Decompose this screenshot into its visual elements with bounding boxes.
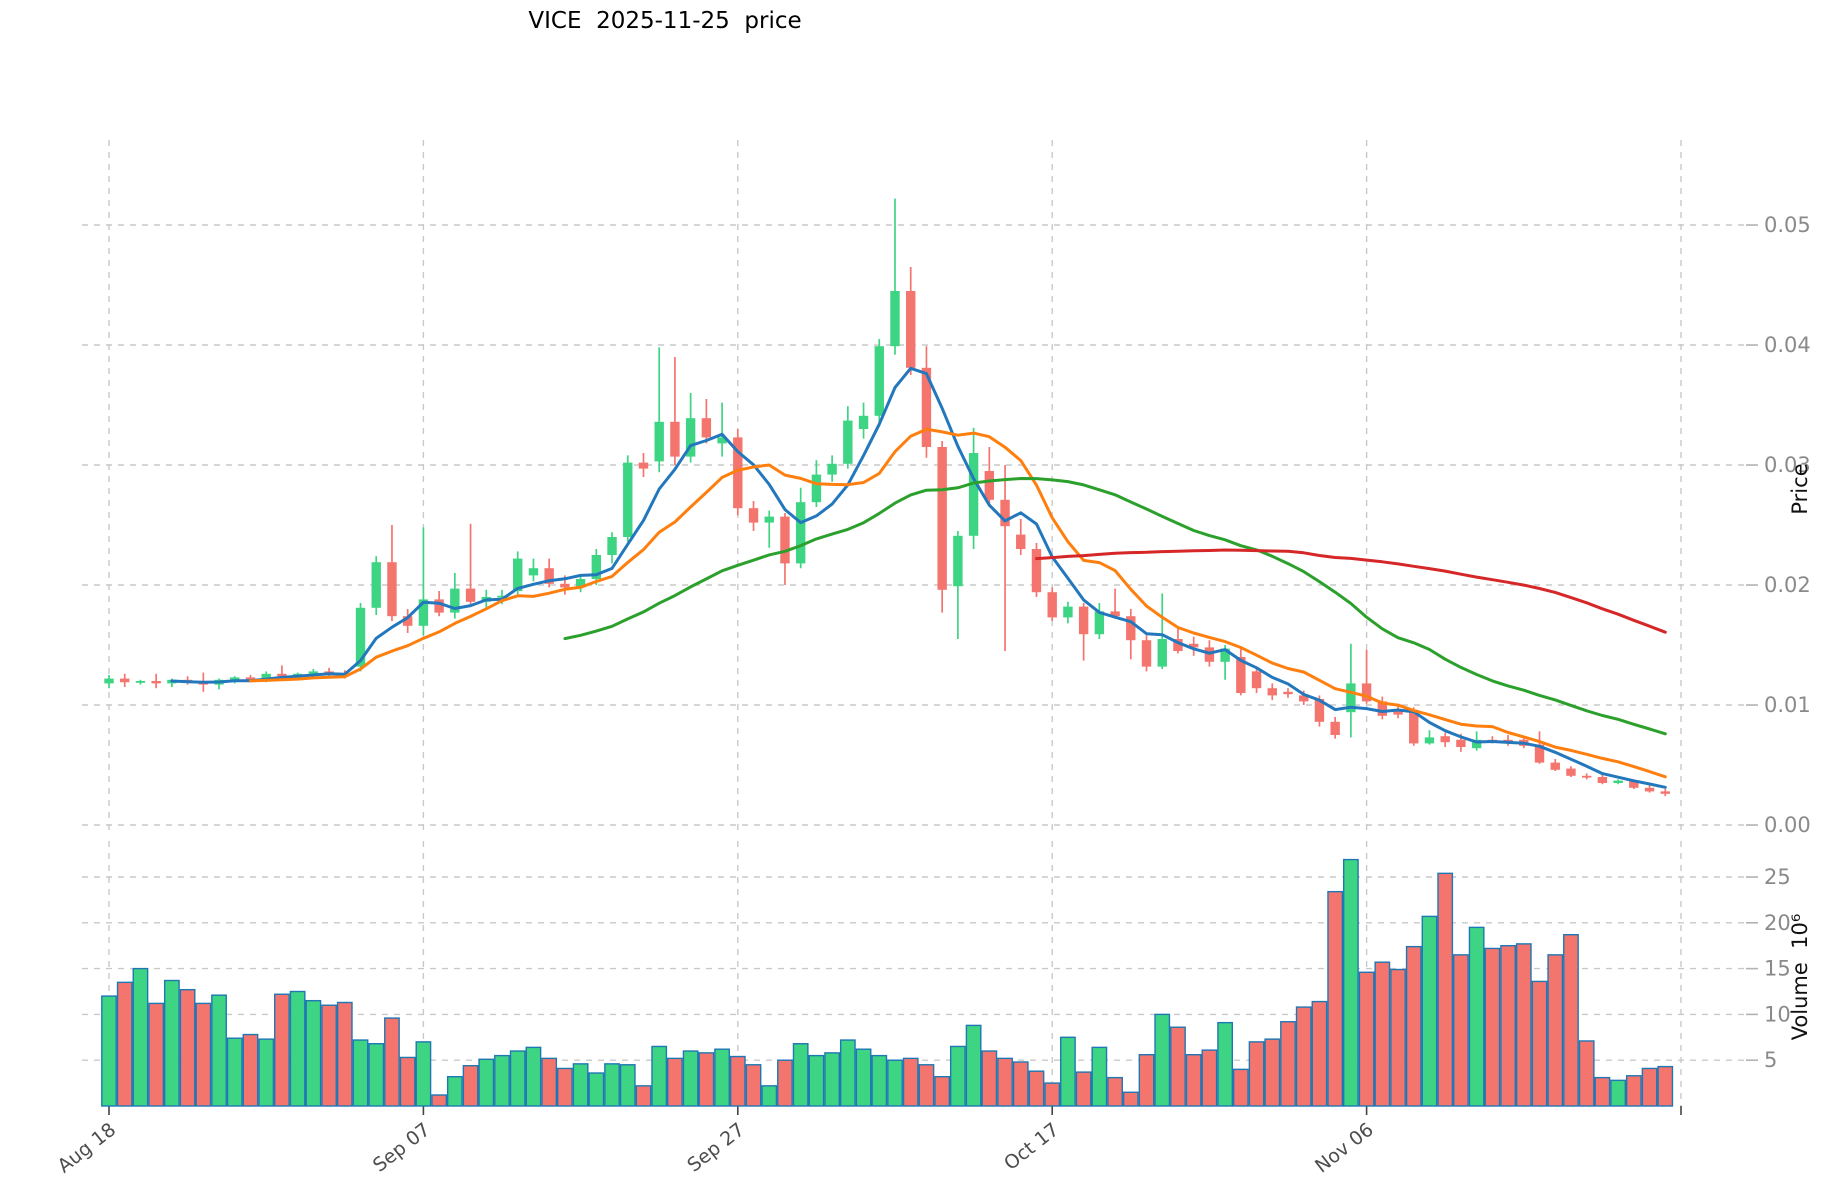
x-axis-ticks: Aug 18 Sep 07 Sep 27 Oct 17 Nov 06 — [53, 1106, 1682, 1178]
volume-axis-label: Volume 10⁶ — [1788, 913, 1812, 1041]
moving-average-lines — [170, 366, 1667, 789]
svg-text:25: 25 — [1764, 865, 1791, 889]
candles — [104, 198, 1670, 797]
price-axis-ticks: 0.00 0.01 0.02 0.03 0.04 0.05 — [1746, 213, 1811, 837]
svg-text:0.00: 0.00 — [1764, 813, 1811, 837]
ma-line-sma30 — [563, 477, 1667, 736]
svg-text:0.02: 0.02 — [1764, 573, 1811, 597]
volume-bars — [101, 858, 1674, 1107]
svg-text:15: 15 — [1764, 957, 1791, 981]
ma-line-sma10 — [249, 427, 1667, 779]
svg-text:0.01: 0.01 — [1764, 693, 1811, 717]
ma-line-sma60 — [1035, 548, 1667, 634]
gridlines — [82, 140, 1750, 1106]
ma-line-sma5 — [170, 366, 1667, 789]
svg-text:5: 5 — [1764, 1048, 1777, 1072]
volume-axis-ticks: 5 10 15 20 25 — [1746, 865, 1791, 1072]
svg-text:0.04: 0.04 — [1764, 333, 1811, 357]
svg-text:Nov 06: Nov 06 — [1311, 1119, 1378, 1178]
svg-text:Sep 07: Sep 07 — [369, 1119, 435, 1177]
svg-text:0.05: 0.05 — [1764, 213, 1811, 237]
svg-text:10: 10 — [1764, 1002, 1791, 1026]
svg-text:0.03: 0.03 — [1764, 453, 1811, 477]
svg-text:20: 20 — [1764, 911, 1791, 935]
svg-text:Sep 27: Sep 27 — [683, 1119, 749, 1177]
price-axis-label: Price — [1788, 463, 1812, 515]
svg-text:Aug 18: Aug 18 — [53, 1119, 120, 1178]
svg-text:Oct 17: Oct 17 — [1000, 1119, 1063, 1175]
chart-title: VICE 2025-11-25 price — [528, 8, 802, 34]
